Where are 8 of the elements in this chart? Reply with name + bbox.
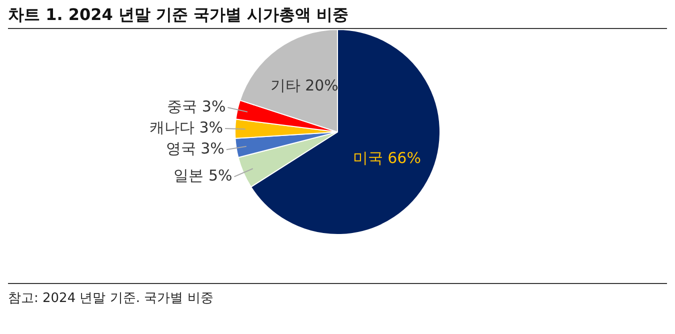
slice-label: 영국 3% [166,139,224,158]
chart-title: 차트 1. 2024 년말 기준 국가별 시가총액 비중 [8,0,667,29]
text: 참고: 2024 년말 기준. 국가별 비중 [8,290,214,308]
slice-label: 미국 66% [352,149,421,168]
slice-label: 중국 3% [167,97,226,116]
slice-label: 기타 20% [270,76,338,94]
slice-label: 캐나다 3% [149,118,224,136]
slice-label: 일본 5% [174,166,232,185]
